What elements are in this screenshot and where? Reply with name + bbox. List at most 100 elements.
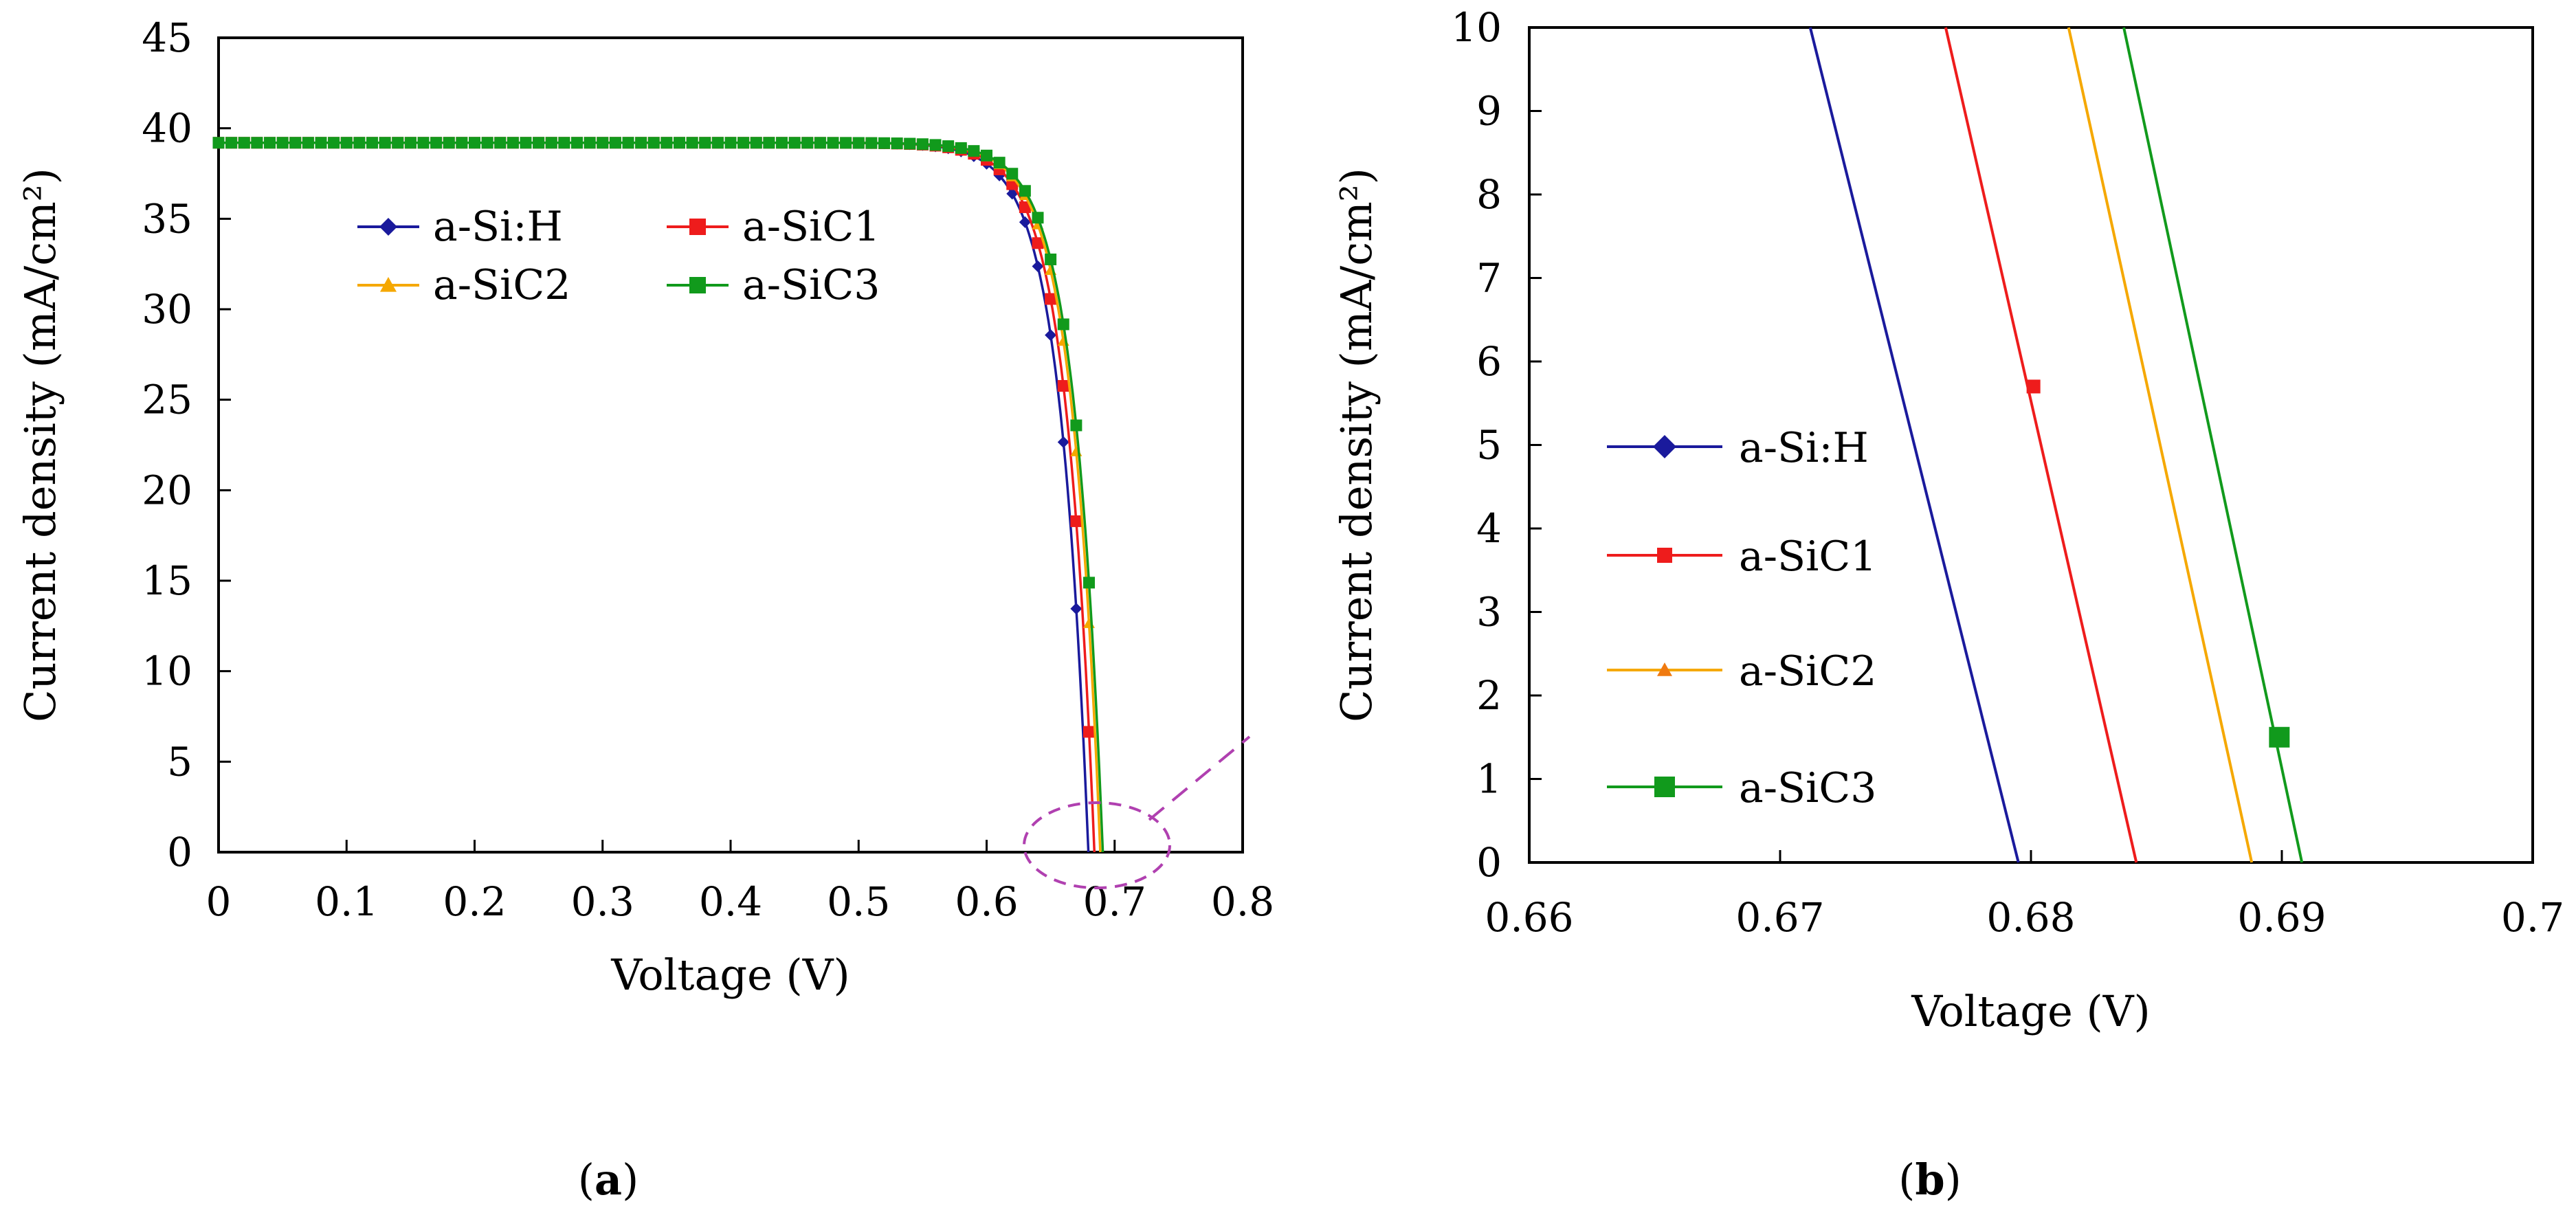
series-line-a-sic1 — [1944, 27, 2138, 863]
data-point-a-sic3 — [1045, 253, 1057, 265]
data-point-a-sic3 — [366, 137, 378, 149]
legend-b: a-Si:H a-SiC1 a-SiC2 a-SiC3 — [1607, 424, 1876, 812]
series-line-a-sic3 — [219, 141, 1104, 853]
legend-label-a-sic3: a-SiC3 — [742, 261, 880, 309]
data-point-a-sic1 — [1045, 293, 1057, 305]
panel-b-chart: 0 1 2 3 4 5 6 7 8 9 10 0.66 0.67 0.68 0.69 0.7 Voltage (… — [1331, 4, 2564, 1036]
data-point-a-sic1 — [1057, 380, 1069, 392]
data-point-a-sic3 — [264, 137, 276, 149]
data-point-a-sic3 — [456, 137, 468, 149]
x-tick-label: 0.6 — [955, 878, 1018, 925]
panel-a-chart: 0 5 10 15 20 25 30 35 40 45 0 0.1 0.2 0.3 0.4 0.5 0.6 0.7… — [15, 14, 1274, 1000]
data-point-a-sic3 — [276, 137, 289, 149]
data-point-a-sic3 — [1070, 419, 1082, 432]
x-axis-label: Voltage (V) — [610, 950, 850, 1000]
data-point-a-sic3 — [571, 137, 583, 149]
data-point-a-sic3 — [1083, 577, 1095, 589]
data-point-a-sic3 — [1006, 168, 1019, 180]
data-point-a-sic3 — [533, 137, 545, 149]
y-tick-label: 9 — [1476, 88, 1502, 135]
legend-a: a-Si:H a-SiC1 a-SiC2 a-SiC3 — [357, 203, 880, 309]
legend-marker-a-sic1 — [1657, 548, 1672, 563]
legend-label-a-sic3: a-SiC3 — [1739, 764, 1876, 812]
data-point-a-sic3 — [993, 157, 1006, 169]
data-point-a-sic3 — [763, 137, 775, 149]
zoom-ellipse — [1023, 801, 1171, 889]
data-point-a-sic3 — [340, 137, 353, 149]
y-tick-label: 25 — [142, 377, 192, 423]
y-tick-label: 0 — [167, 829, 192, 876]
series-line-a-sic2 — [2067, 27, 2254, 863]
data-point-a-sic3 — [814, 137, 826, 149]
data-point-a-sic3 — [328, 137, 340, 149]
y-tick-label: 5 — [167, 738, 192, 785]
y-tick-label: 30 — [142, 286, 192, 333]
data-point-a-sic1 — [1070, 515, 1082, 527]
data-point-a-sic3 — [404, 137, 417, 149]
data-point-a-sic3 — [584, 137, 596, 149]
plot-frame — [1528, 26, 2534, 864]
legend-marker-a-si-h — [379, 218, 397, 236]
data-point-a-sic3 — [507, 137, 519, 149]
data-point-a-si-h — [1032, 260, 1044, 273]
data-point-a-sic2 — [1083, 617, 1095, 628]
data-point-a-sic3 — [225, 137, 238, 149]
data-point-a-sic3 — [597, 137, 609, 149]
y-axis-label: Current density (mA/cm²) — [1331, 168, 1381, 722]
data-point-a-sic1 — [1083, 726, 1095, 738]
y-tick-label: 4 — [1476, 505, 1502, 552]
x-tick-label: 0.68 — [1986, 894, 2075, 941]
y-tick-label: 5 — [1476, 422, 1502, 469]
data-point-a-sic3 — [520, 137, 532, 149]
data-point-a-sic1 — [1019, 201, 1031, 214]
data-point-a-sic3 — [289, 137, 302, 149]
data-point-a-sic3 — [968, 145, 980, 157]
caption-b: (b) — [1898, 1155, 1962, 1205]
data-point-a-sic3 — [916, 138, 929, 151]
data-point-a-sic3 — [494, 137, 507, 149]
data-point-a-sic3 — [942, 140, 955, 153]
y-tick-label: 15 — [142, 557, 192, 604]
data-point-a-sic3 — [353, 137, 366, 149]
x-tick-label: 0.2 — [443, 878, 506, 925]
data-point-a-sic1 — [1032, 237, 1044, 249]
panel-captions: (a) (b) — [578, 1155, 1962, 1205]
data-point-a-sic3 — [1032, 212, 1044, 224]
data-point-a-sic3 — [711, 137, 724, 149]
data-point-a-sic3 — [827, 137, 839, 149]
x-tick-label: 0.66 — [1485, 894, 1573, 941]
legend-marker-a-sic1 — [689, 219, 706, 235]
data-point-a-sic3 — [430, 137, 443, 149]
legend-marker-a-sic3 — [1654, 777, 1675, 797]
data-point-a-sic1 — [2026, 379, 2041, 394]
data-point-a-sic3 — [545, 137, 557, 149]
y-tick-label: 8 — [1476, 171, 1502, 218]
y-axis-label: Current density (mA/cm²) — [15, 168, 65, 722]
data-point-a-sic3 — [955, 142, 967, 154]
data-point-a-sic3 — [878, 137, 890, 149]
y-tick-label: 7 — [1476, 255, 1502, 302]
x-tick-label: 0 — [206, 878, 232, 925]
series-line-a-sic3 — [2122, 27, 2304, 863]
data-point-a-sic3 — [392, 137, 404, 149]
series-line-a-si-h — [219, 141, 1090, 853]
data-point-a-sic3 — [699, 137, 711, 149]
data-point-a-sic3 — [1057, 318, 1069, 331]
series-line-a-sic2 — [219, 141, 1102, 853]
legend-label-a-si-h: a-Si:H — [1739, 424, 1869, 472]
x-tick-label: 0.69 — [2237, 894, 2326, 941]
data-point-a-si-h — [1045, 329, 1057, 342]
data-point-a-si-h — [1070, 603, 1082, 615]
data-point-a-sic3 — [2269, 726, 2290, 748]
data-point-a-si-h — [1019, 216, 1031, 228]
x-tick-label: 0.3 — [571, 878, 634, 925]
data-point-a-sic3 — [660, 137, 673, 149]
data-point-a-sic3 — [302, 137, 314, 149]
data-point-a-sic3 — [776, 137, 788, 149]
caption-a: (a) — [578, 1155, 639, 1205]
legend-marker-a-sic2 — [1657, 662, 1672, 676]
x-tick-label: 0.8 — [1211, 878, 1274, 925]
data-point-a-sic3 — [737, 137, 750, 149]
data-point-a-sic3 — [481, 137, 493, 149]
